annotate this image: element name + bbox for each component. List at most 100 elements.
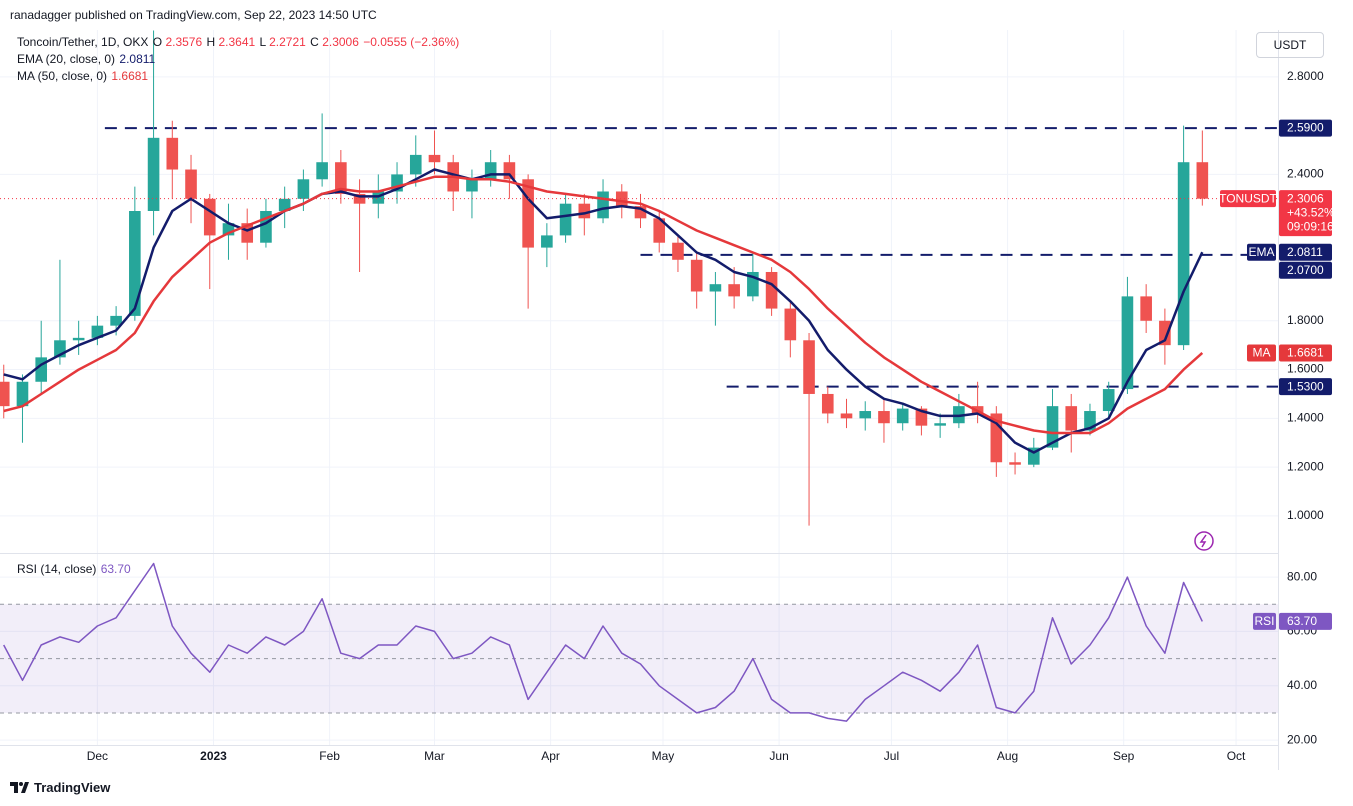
ohlc-key: H (206, 35, 216, 49)
level-badge-bg (1279, 261, 1332, 279)
candle-body (91, 325, 104, 338)
alert-icon[interactable] (1194, 531, 1214, 551)
candle-body (1140, 296, 1152, 321)
indicator-value: 2.0811 (119, 52, 156, 66)
candle-body (316, 162, 328, 180)
y-tick-label: 2.8000 (1287, 69, 1324, 83)
candle-body (35, 357, 48, 382)
candle-body (222, 223, 235, 236)
brand: TradingView (34, 780, 111, 795)
candle-body (896, 408, 909, 424)
y-tick-label: 1.0000 (1287, 508, 1324, 522)
y-tick-label: 2.4000 (1287, 167, 1324, 181)
y-tick-label: 1.6000 (1287, 362, 1324, 376)
symbol-badge: TONUSDT (1219, 191, 1277, 205)
candle-body (241, 223, 254, 243)
candle-body (16, 381, 29, 407)
ohlc-value: 2.3006 (322, 35, 359, 49)
rsi-name: RSI (14, close) (17, 562, 97, 576)
candle-body (803, 340, 815, 394)
candle-body (0, 381, 10, 407)
x-tick-label: Sep (1113, 749, 1135, 763)
x-tick-label: Aug (997, 749, 1018, 763)
indicator-value: 1.6681 (111, 69, 149, 83)
indicator-value-badge-bg (1279, 344, 1332, 362)
candle-body (466, 179, 478, 192)
rsi-pane (0, 562, 1278, 722)
candle-body (672, 242, 684, 260)
x-tick-label: Feb (319, 749, 340, 763)
indicator-name-badge-bg (1247, 344, 1276, 362)
indicator-value-badge: 1.6681 (1287, 346, 1324, 360)
rsi-tick-label: 80.00 (1287, 569, 1317, 583)
candle-body (990, 413, 1003, 463)
candle-body (784, 308, 797, 341)
publish-note: ranadagger published on TradingView.com,… (10, 8, 377, 22)
candle-body (335, 162, 347, 194)
candle-body (203, 198, 216, 236)
indicator-name-badge-bg (1247, 243, 1276, 261)
rsi-band (0, 604, 1278, 713)
price-pane (0, 30, 1278, 526)
candle-body (1046, 406, 1059, 448)
candle-body (578, 203, 591, 219)
candle-body (541, 235, 553, 248)
price-badge-countdown: 09:09:16 (1287, 219, 1334, 233)
rsi-legend: RSI (14, close) 63.70 (17, 561, 132, 578)
ma-legend: MA (50, close, 0) 1.6681 (17, 68, 149, 85)
candle-body (522, 179, 534, 248)
rsi-value: 63.70 (100, 562, 131, 576)
ohlc-value: 2.3641 (218, 35, 256, 49)
rsi-value-badge: 63.70 (1287, 614, 1317, 628)
rsi-line (3, 562, 1203, 722)
candle-body (353, 193, 366, 204)
candle-body (915, 408, 928, 426)
price-badge-change: +43.52% (1287, 205, 1335, 219)
x-tick-label: Jun (769, 749, 788, 763)
symbol: Toncoin/Tether, 1D, OKX (17, 35, 149, 49)
indicator-name: MA (50, close, 0) (17, 69, 108, 83)
change: −0.0555 (−2.36%) (363, 35, 460, 49)
candle-body (260, 211, 272, 243)
candle-body (503, 162, 516, 180)
logo (10, 782, 29, 793)
symbol-badge-bg (1220, 190, 1276, 208)
x-tick-label: Oct (1227, 749, 1246, 763)
x-tick-label: Apr (541, 749, 560, 763)
ema-legend: EMA (20, close, 0) 2.0811 (17, 51, 156, 68)
x-tick-label: Mar (424, 749, 445, 763)
x-tick-label: May (652, 749, 675, 763)
candle-body (1196, 162, 1209, 199)
candle-body (1065, 406, 1078, 431)
candle-body (559, 203, 572, 236)
candle-body (615, 191, 628, 207)
currency-button[interactable]: USDT (1256, 32, 1324, 58)
rsi-value-badge-bg (1279, 612, 1332, 630)
candle-body (1159, 320, 1171, 346)
indicator-name: EMA (20, close, 0) (17, 52, 116, 66)
candle-body (821, 393, 834, 414)
candle-body (1121, 296, 1134, 390)
candle-body (747, 271, 759, 297)
candle-body (1177, 162, 1190, 346)
level-badge: 2.5900 (1287, 121, 1324, 135)
ohlc-value: 2.2721 (269, 35, 306, 49)
ohlc-key: C (310, 35, 319, 49)
candle-body (1009, 462, 1021, 465)
candle-body (653, 218, 666, 243)
rsi-tick-label: 20.00 (1287, 732, 1317, 746)
axis-layer: Dec 2023 Feb Mar Apr May Jun Jul Aug Sep Oct 2.8000… (87, 69, 1335, 763)
candle-body (129, 211, 141, 316)
indicator-line (3, 175, 1204, 435)
candle-body (1027, 447, 1040, 465)
indicator-value-badge-bg (1279, 243, 1332, 261)
candle-body (765, 271, 778, 309)
price-badge-bg (1279, 190, 1332, 237)
symbol-legend: Toncoin/Tether, 1D, OKX O 2.3576 H 2.364… (17, 34, 460, 51)
candle-body (147, 137, 160, 212)
candle-body (409, 154, 422, 175)
candle-body (690, 259, 703, 292)
price-badge-price: 2.3006 (1287, 191, 1324, 205)
